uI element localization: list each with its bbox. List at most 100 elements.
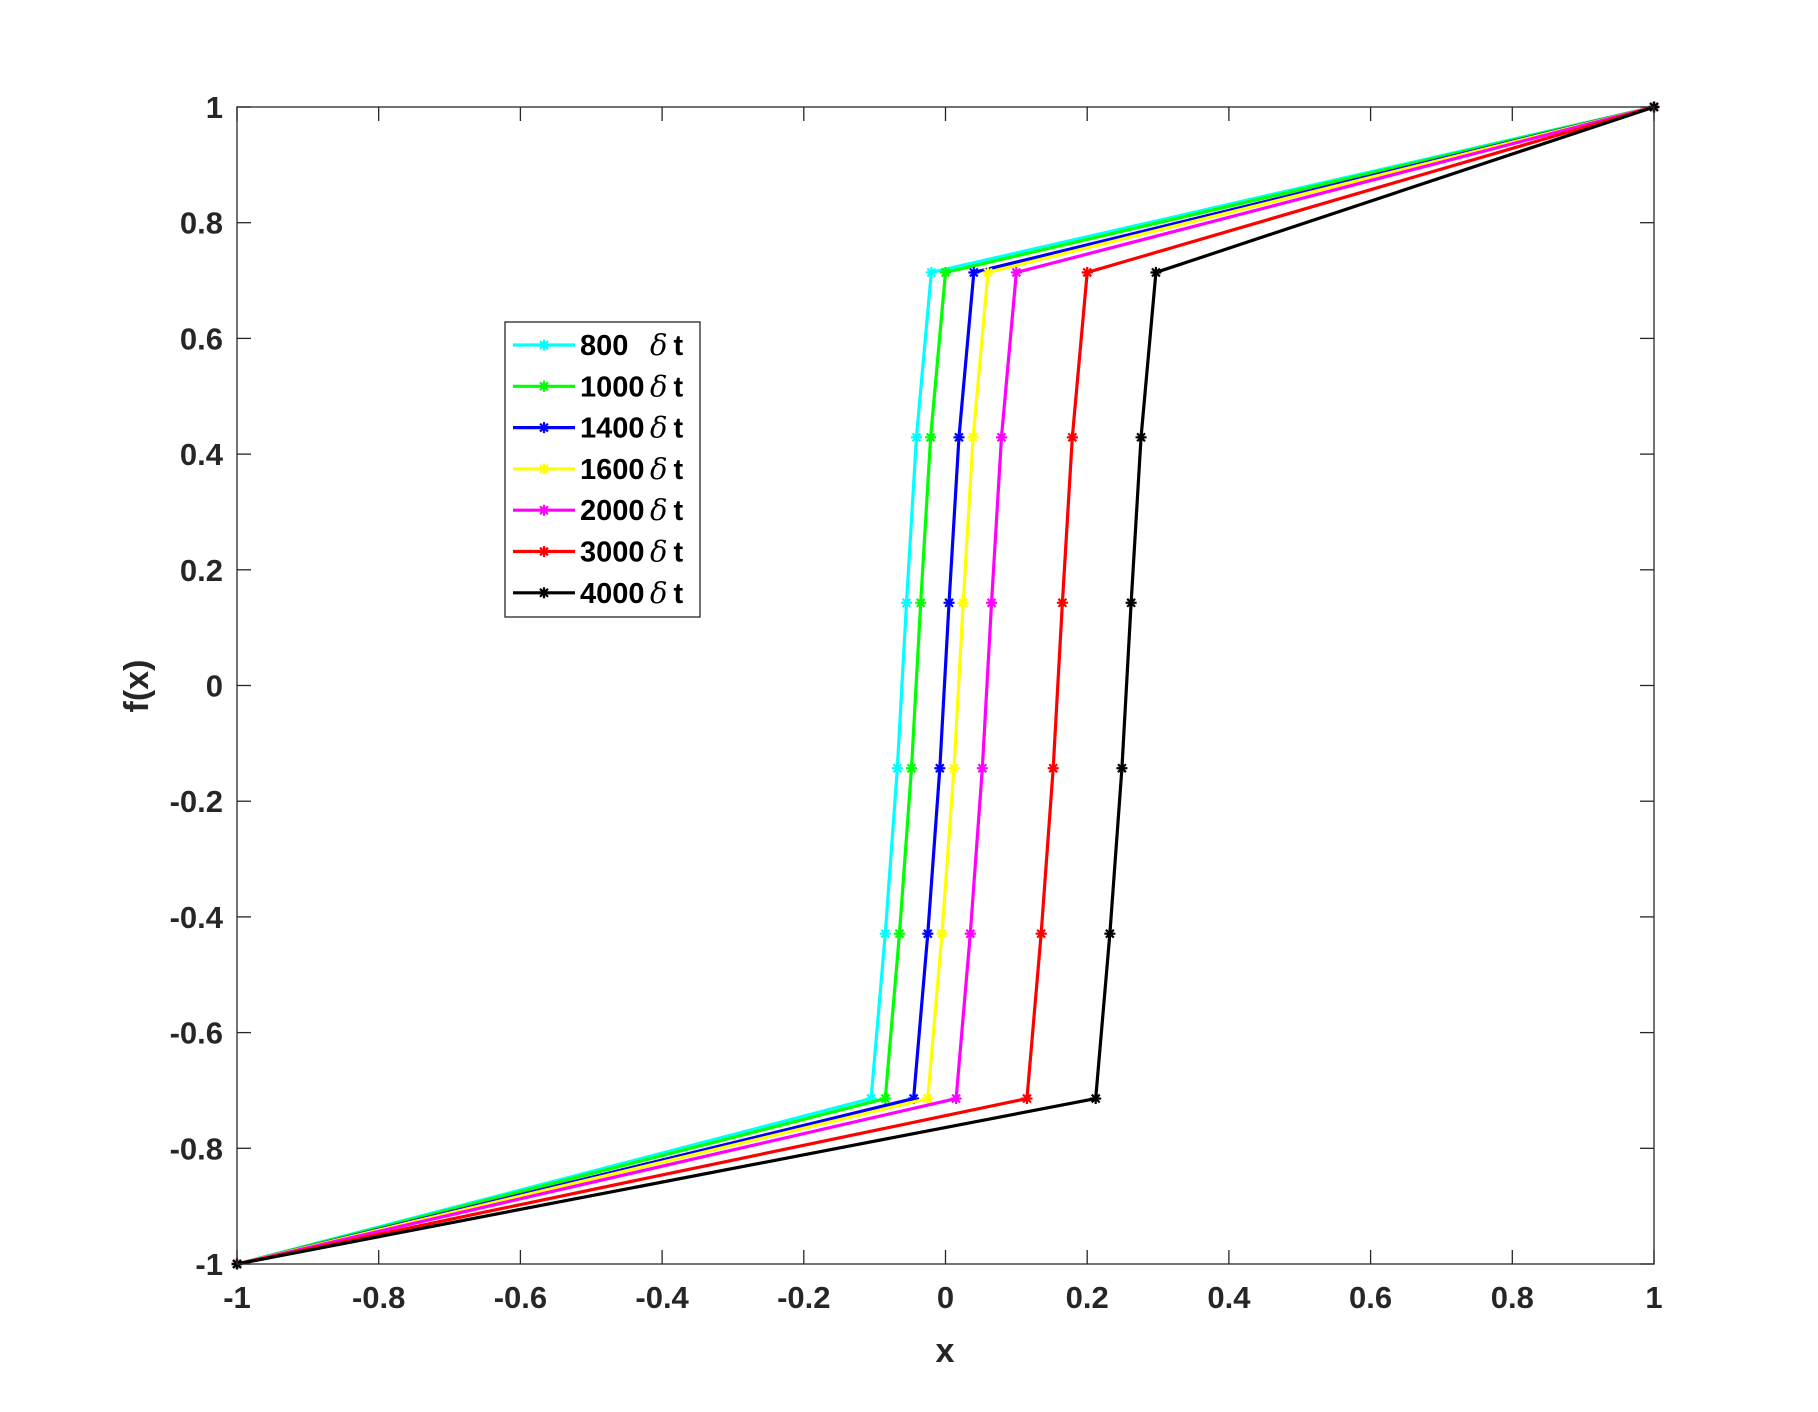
legend-swatch-marker bbox=[538, 463, 550, 475]
data-point-1000-3 bbox=[905, 762, 917, 774]
legend-entry-1000: 1000 δ t bbox=[513, 369, 683, 403]
series-line-1600 bbox=[236, 105, 1655, 1266]
legend-label-t: t bbox=[673, 495, 683, 527]
data-point-3000-3 bbox=[1047, 762, 1059, 774]
legend-label-value: 3000 bbox=[580, 537, 645, 569]
x-tick-label: -0.6 bbox=[494, 1280, 547, 1315]
y-tick-label: -0.2 bbox=[170, 784, 223, 819]
legend-label-delta: δ bbox=[650, 535, 667, 569]
data-point-1400-4 bbox=[943, 597, 955, 609]
data-point-4000-4 bbox=[1125, 597, 1137, 609]
data-point-800-3 bbox=[891, 762, 903, 774]
y-tick-label: -1 bbox=[195, 1247, 223, 1282]
x-tick-label: -0.4 bbox=[635, 1280, 689, 1315]
legend-label-t: t bbox=[673, 454, 683, 486]
legend-label: 1400 δ t bbox=[580, 411, 683, 445]
legend-swatch-marker bbox=[538, 380, 550, 392]
legend-entry-800: 800 δ t bbox=[513, 328, 683, 362]
legend-label-value: 1000 bbox=[580, 371, 645, 403]
data-point-1400-6 bbox=[968, 266, 980, 278]
x-tick-label: 1 bbox=[1645, 1280, 1662, 1315]
data-point-2000-1 bbox=[950, 1093, 962, 1105]
legend-swatch-marker bbox=[538, 587, 550, 599]
data-point-4000-6 bbox=[1150, 266, 1162, 278]
data-point-800-2 bbox=[879, 928, 891, 940]
legend-swatch-marker bbox=[538, 546, 550, 557]
data-point-800-6 bbox=[925, 266, 937, 278]
y-tick-label: 0.4 bbox=[180, 437, 224, 472]
legend-label-delta: δ bbox=[650, 452, 667, 486]
legend-label-value: 2000 bbox=[580, 495, 645, 527]
data-point-3000-2 bbox=[1035, 928, 1047, 940]
data-point-1400-2 bbox=[922, 928, 934, 940]
x-tick-label: 0.2 bbox=[1066, 1280, 1109, 1315]
y-tick-label: 1 bbox=[206, 90, 223, 125]
legend-swatch-marker bbox=[538, 422, 550, 434]
data-point-2000-2 bbox=[964, 928, 976, 940]
x-tick-label: 0 bbox=[937, 1280, 954, 1315]
data-point-3000-4 bbox=[1056, 597, 1068, 609]
legend-label: 3000 δ t bbox=[580, 535, 683, 569]
data-point-4000-1 bbox=[1090, 1093, 1102, 1105]
data-point-2000-3 bbox=[976, 762, 988, 774]
y-tick-label: -0.6 bbox=[170, 1016, 223, 1051]
data-point-3000-1 bbox=[1021, 1093, 1033, 1105]
x-tick-label: -1 bbox=[223, 1280, 251, 1315]
legend-entry-1600: 1600 δ t bbox=[513, 452, 683, 486]
data-point-1400-3 bbox=[934, 762, 946, 774]
y-tick-label: -0.8 bbox=[170, 1131, 223, 1166]
series-line-2000 bbox=[236, 105, 1655, 1266]
y-axis-label: f(x) bbox=[118, 660, 156, 713]
legend-entry-1400: 1400 δ t bbox=[513, 411, 683, 445]
legend-label: 2000 δ t bbox=[580, 493, 683, 527]
data-point-1600-1 bbox=[922, 1093, 934, 1105]
data-point-2000-6 bbox=[1010, 266, 1022, 278]
legend-label: 800 δ t bbox=[580, 328, 683, 362]
legend-label-value: 800 bbox=[580, 330, 628, 362]
data-point-4000-5 bbox=[1135, 431, 1147, 443]
x-tick-label: -0.8 bbox=[352, 1280, 405, 1315]
series-line-1000 bbox=[236, 105, 1655, 1266]
legend-label-t: t bbox=[673, 330, 683, 362]
series-line-3000 bbox=[236, 105, 1655, 1266]
data-point-800-5 bbox=[910, 431, 922, 443]
data-point-800-4 bbox=[901, 597, 913, 609]
legend-label-delta: δ bbox=[650, 369, 667, 403]
x-tick-label: 0.6 bbox=[1349, 1280, 1392, 1315]
tick-layer: -1 -0.8 -0.6 -0.4 -0.2 0 0.2 0.4 0.6 0.8 1 -1 -0.8 -0… bbox=[170, 90, 1663, 1315]
legend-label-delta: δ bbox=[650, 411, 667, 445]
y-tick-label: 0.8 bbox=[180, 206, 223, 241]
legend-swatch-marker bbox=[538, 339, 550, 351]
legend-swatch-marker bbox=[538, 504, 550, 516]
y-tick-label: 0.2 bbox=[180, 553, 223, 588]
data-point-1600-5 bbox=[967, 431, 979, 443]
data-point-4000-2 bbox=[1104, 928, 1116, 940]
legend-entry-4000: 4000 δ t bbox=[513, 576, 683, 610]
data-point-1600-4 bbox=[957, 597, 969, 609]
legend-label-value: 1400 bbox=[580, 413, 645, 445]
legend-label-t: t bbox=[673, 578, 683, 610]
legend-label-value: 4000 bbox=[580, 578, 645, 610]
legend-label-delta: δ bbox=[650, 493, 667, 527]
legend-entry-2000: 2000 δ t bbox=[513, 493, 683, 527]
data-point-1000-6 bbox=[940, 266, 951, 278]
data-point-1000-2 bbox=[893, 928, 905, 940]
legend-label-delta: δ bbox=[650, 576, 667, 610]
series-line-4000 bbox=[236, 105, 1655, 1266]
legend-label: 4000 δ t bbox=[580, 576, 683, 610]
series-layer bbox=[231, 101, 1660, 1270]
x-tick-label: 0.8 bbox=[1491, 1280, 1534, 1315]
data-point-1600-2 bbox=[936, 928, 948, 940]
data-point-2000-5 bbox=[995, 431, 1007, 443]
legend-label-delta: δ bbox=[650, 328, 667, 362]
data-point-1400-5 bbox=[953, 431, 965, 443]
legend-entry-3000: 3000 δ t bbox=[513, 535, 683, 569]
x-axis-label: x bbox=[936, 1332, 955, 1370]
series-line-800 bbox=[236, 105, 1655, 1266]
data-point-3000-6 bbox=[1081, 266, 1093, 278]
y-tick-label: -0.4 bbox=[170, 900, 224, 935]
legend-label-value: 1600 bbox=[580, 454, 645, 486]
legend-label-t: t bbox=[673, 413, 683, 445]
